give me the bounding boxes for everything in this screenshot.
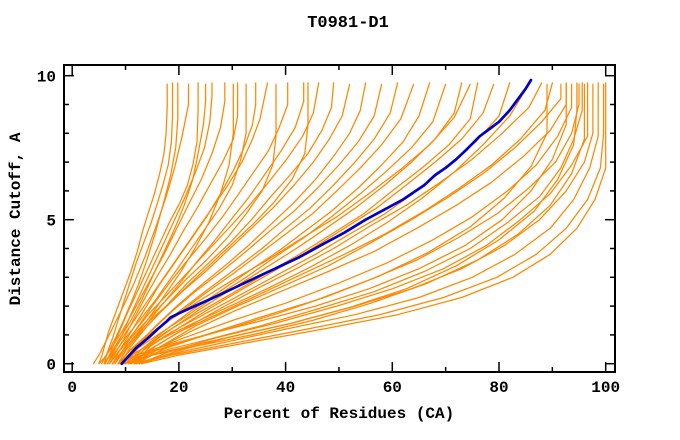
model-curve (138, 83, 562, 365)
model-curve (117, 82, 305, 365)
model-curve (133, 82, 567, 365)
curves-layer (92, 78, 607, 366)
x-tick-label: 100 (591, 379, 620, 397)
x-tick-label: 0 (67, 379, 77, 397)
model-curve (135, 82, 543, 365)
model-curve (122, 82, 367, 365)
model-curve (117, 83, 471, 365)
model-curve (106, 82, 213, 365)
model-curve (135, 83, 605, 365)
model-curve (133, 82, 599, 365)
model-curve (124, 82, 479, 365)
model-curve (106, 83, 247, 365)
model-curve (130, 82, 554, 365)
x-tick-label: 20 (169, 379, 188, 397)
model-curve (140, 83, 594, 365)
y-axis-label: Distance Cutoff, A (7, 132, 25, 305)
model-curve (140, 82, 607, 365)
x-tick-label: 60 (383, 379, 402, 397)
model-curve (92, 83, 190, 365)
model-curve (122, 83, 447, 365)
model-curve (114, 83, 351, 365)
model-curve (135, 83, 580, 365)
model-curve (124, 83, 573, 365)
model-curve (103, 82, 269, 365)
model-curve (98, 82, 226, 365)
model-curve (119, 83, 530, 365)
model-curve (104, 82, 199, 365)
model-curve (108, 82, 320, 365)
model-curve (108, 83, 277, 365)
axes-layer: 0 20 40 60 80 100 0 5 10 (37, 64, 620, 397)
y-tick-label: 0 (46, 357, 56, 375)
model-curve (100, 82, 179, 365)
model-curve (117, 83, 567, 365)
model-curve (117, 83, 383, 365)
x-tick-label: 80 (489, 379, 508, 397)
model-curve (138, 82, 589, 365)
x-tick-label: 40 (276, 379, 295, 397)
plot-title: T0981-D1 (307, 14, 389, 33)
model-curve (112, 82, 309, 365)
x-axis-label: Percent of Residues (CA) (224, 405, 454, 423)
model-curve (98, 83, 168, 365)
highlighted-model-curve (120, 78, 533, 366)
y-tick-label: 10 (37, 69, 56, 87)
model-curve (103, 82, 174, 365)
y-tick-label: 5 (46, 213, 56, 231)
